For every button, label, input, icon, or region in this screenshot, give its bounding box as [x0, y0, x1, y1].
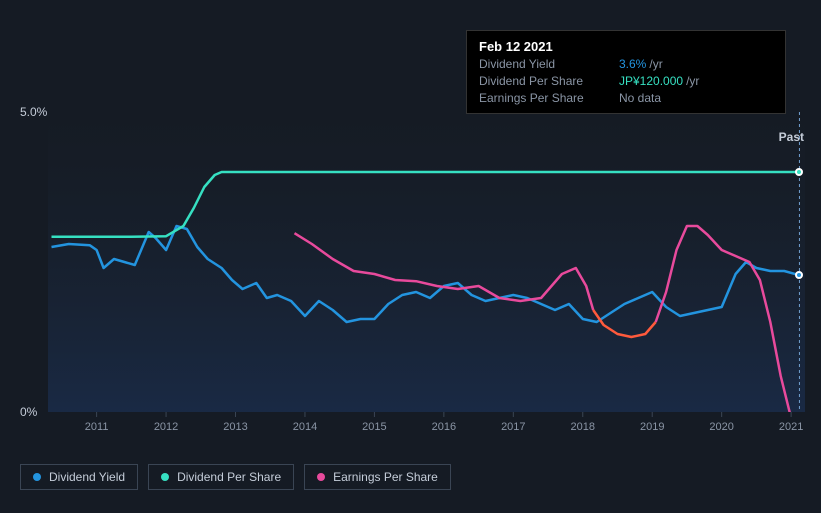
tooltip-row-value: 3.6% — [619, 57, 646, 71]
svg-text:2012: 2012 — [154, 421, 178, 433]
svg-text:2015: 2015 — [362, 421, 386, 433]
tooltip-row-unit: /yr — [649, 57, 662, 71]
svg-text:2021: 2021 — [779, 421, 803, 433]
svg-text:2020: 2020 — [709, 421, 733, 433]
past-label: Past — [779, 130, 804, 144]
hover-tooltip: Feb 12 2021 Dividend Yield 3.6% /yr Divi… — [466, 30, 786, 114]
series-end-marker — [795, 168, 803, 176]
legend-dot-icon — [33, 473, 41, 481]
tooltip-row-label: Dividend Per Share — [479, 74, 619, 88]
legend-dot-icon — [317, 473, 325, 481]
legend-label: Earnings Per Share — [333, 470, 438, 484]
legend-label: Dividend Yield — [49, 470, 125, 484]
svg-text:2013: 2013 — [223, 421, 247, 433]
svg-text:2014: 2014 — [293, 421, 317, 433]
y-axis-label: 5.0% — [20, 105, 47, 119]
legend-item-dividend-per-share[interactable]: Dividend Per Share — [148, 464, 294, 490]
series-end-marker — [795, 271, 803, 279]
svg-text:2019: 2019 — [640, 421, 664, 433]
legend-item-dividend-yield[interactable]: Dividend Yield — [20, 464, 138, 490]
legend-item-earnings-per-share[interactable]: Earnings Per Share — [304, 464, 451, 490]
svg-text:2016: 2016 — [432, 421, 456, 433]
legend-label: Dividend Per Share — [177, 470, 281, 484]
tooltip-row-label: Dividend Yield — [479, 57, 619, 71]
tooltip-date: Feb 12 2021 — [479, 39, 773, 54]
chart-legend: Dividend Yield Dividend Per Share Earnin… — [20, 464, 451, 490]
svg-text:2017: 2017 — [501, 421, 525, 433]
tooltip-row-value: JP¥120.000 — [619, 74, 683, 88]
y-axis-label: 0% — [20, 405, 37, 419]
svg-text:2018: 2018 — [571, 421, 595, 433]
tooltip-row-unit: /yr — [686, 74, 699, 88]
legend-dot-icon — [161, 473, 169, 481]
tooltip-row-label: Earnings Per Share — [479, 91, 619, 105]
svg-text:2011: 2011 — [85, 421, 109, 433]
tooltip-row-value: No data — [619, 91, 661, 105]
